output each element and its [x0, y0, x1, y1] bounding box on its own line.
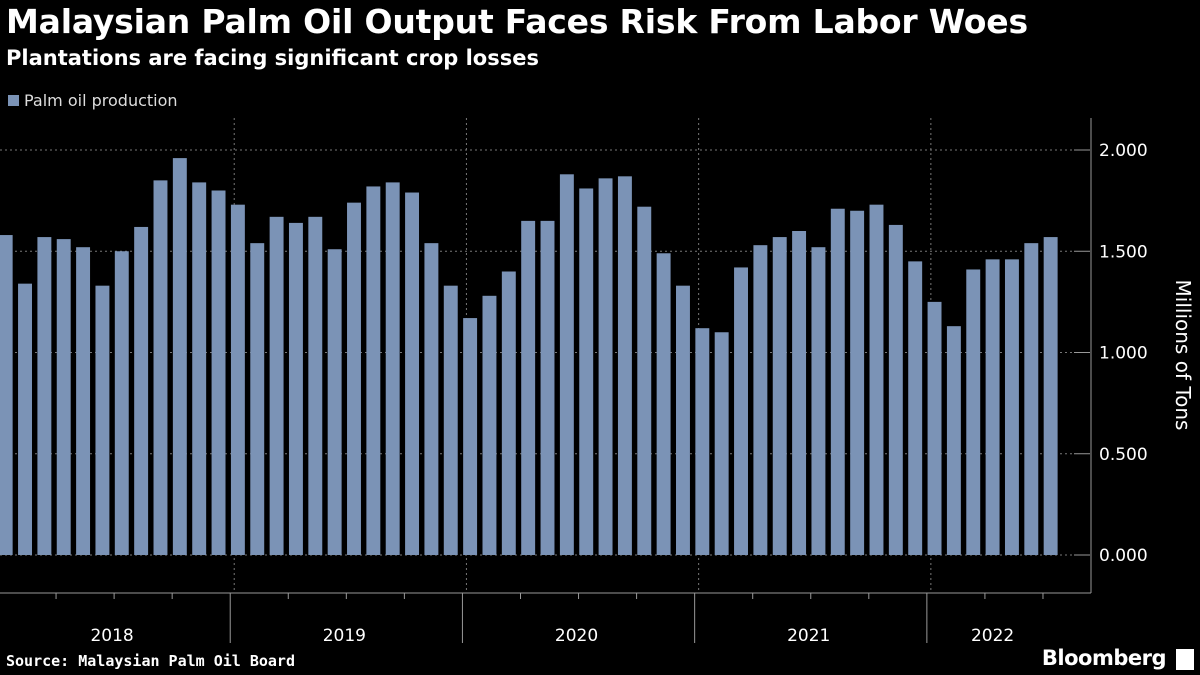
source-note: Source: Malaysian Palm Oil Board: [6, 652, 295, 670]
y-tick-label: 0.000: [1099, 546, 1148, 566]
chart-title: Malaysian Palm Oil Output Faces Risk Fro…: [6, 2, 1028, 41]
bar: [37, 237, 52, 555]
y-tick-label: 2.000: [1099, 141, 1148, 161]
bar: [1024, 243, 1039, 555]
bar: [327, 249, 342, 555]
bar: [617, 176, 632, 555]
bar: [676, 285, 690, 555]
bar: [792, 231, 807, 555]
bloomberg-mark-icon: [1176, 649, 1194, 670]
chart-subtitle: Plantations are facing significant crop …: [6, 46, 539, 70]
bar: [424, 243, 439, 555]
bar: [95, 285, 110, 555]
x-year-label: 2021: [787, 626, 830, 646]
bar: [830, 208, 845, 555]
axis-layer: 0.000 0.500 1.000 1.500 2.000 2018 2019 2020 202…: [0, 118, 1195, 646]
bar: [18, 283, 32, 555]
bar: [637, 206, 652, 555]
bar: [734, 267, 748, 555]
bar: [385, 182, 400, 555]
bar: [598, 178, 613, 555]
bar: [772, 237, 787, 555]
bar: [869, 204, 884, 556]
bar: [908, 261, 923, 555]
y-axis-title: Millions of Tons: [1171, 280, 1195, 431]
bar: [288, 222, 303, 555]
bar: [172, 158, 187, 555]
x-year-label: 2018: [90, 626, 133, 646]
brand-logo: Bloomberg: [1041, 646, 1167, 670]
bar: [559, 174, 574, 556]
bar: [540, 220, 555, 555]
bar: [985, 259, 1000, 555]
bar: [714, 332, 729, 555]
bar: [695, 328, 710, 555]
bar: [1004, 259, 1019, 555]
bar: [966, 269, 981, 555]
bar: [501, 271, 516, 555]
bars-layer: [0, 158, 1058, 556]
bar: [153, 180, 168, 555]
x-year-label: 2022: [971, 626, 1014, 646]
bar: [753, 245, 768, 556]
bar: [1043, 237, 1058, 555]
y-tick-label: 1.000: [1099, 344, 1148, 364]
x-year-label: 2019: [323, 626, 366, 646]
bar: [192, 182, 207, 555]
bar: [56, 239, 71, 555]
bar: [443, 285, 458, 555]
bar: [811, 247, 826, 555]
bar: [0, 235, 13, 556]
bar: [521, 220, 536, 555]
bar: [927, 301, 942, 555]
bar: [463, 318, 478, 555]
bar: [482, 295, 497, 555]
legend-label: Palm oil production: [24, 91, 178, 110]
y-tick-label: 0.500: [1099, 445, 1148, 465]
bar: [114, 251, 129, 555]
bar: [347, 202, 361, 555]
legend: Palm oil production: [8, 91, 178, 110]
x-year-label: 2020: [555, 626, 598, 646]
bar: [230, 204, 245, 556]
bar: [656, 253, 671, 555]
bar: [579, 188, 594, 555]
bar: [134, 226, 149, 555]
legend-swatch: [8, 95, 19, 106]
bar: [211, 190, 226, 555]
bar: [946, 326, 961, 555]
bar: [366, 186, 381, 555]
bar: [76, 247, 91, 555]
bar: [888, 224, 903, 556]
bar: [850, 210, 865, 555]
bar: [308, 216, 323, 555]
bar: [250, 243, 265, 555]
bar: [405, 192, 420, 555]
y-tick-label: 1.500: [1099, 242, 1148, 262]
bar: [269, 216, 284, 555]
